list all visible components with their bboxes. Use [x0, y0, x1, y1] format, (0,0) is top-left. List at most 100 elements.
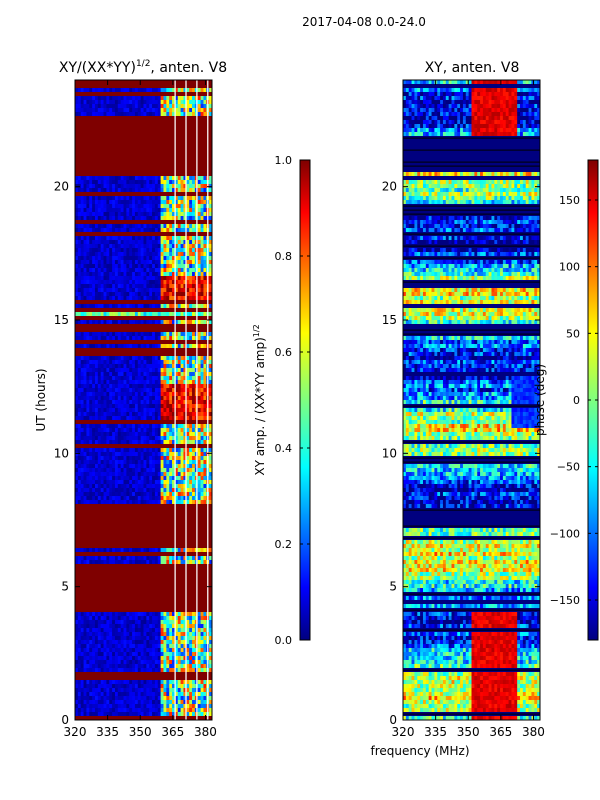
left-heatmap-cell — [169, 396, 173, 401]
left-heatmap-cell — [97, 712, 101, 717]
left-heatmap-cell — [203, 712, 207, 717]
left-heatmap-cell — [77, 228, 82, 233]
left-heatmap-cell — [114, 704, 119, 709]
left-heatmap-cell — [166, 264, 170, 269]
left-heatmap-cell — [160, 492, 164, 497]
left-heatmap-cell — [126, 468, 130, 473]
left-heatmap-cell — [149, 452, 153, 457]
left-heatmap-cell — [92, 180, 96, 185]
left-heatmap-cell — [75, 292, 79, 297]
left-heatmap-cell — [197, 304, 201, 309]
left-heatmap-cell — [183, 624, 187, 629]
left-heatmap-cell — [86, 280, 90, 285]
left-heatmap-cell — [192, 88, 196, 93]
left-heatmap-cell — [166, 196, 170, 201]
left-heatmap-cell — [97, 692, 101, 697]
left-heatmap-cell — [157, 380, 161, 385]
left-heatmap-cell — [97, 488, 101, 493]
left-heatmap-cell — [143, 500, 147, 505]
left-heatmap-cell — [80, 188, 84, 193]
left-heatmap-cell — [183, 680, 187, 685]
left-heatmap-cell — [177, 664, 181, 669]
left-heatmap-cell — [75, 364, 79, 369]
left-heatmap-cell — [86, 692, 90, 697]
left-heatmap-cell — [109, 280, 113, 285]
left-heatmap-cell — [114, 468, 119, 473]
left-heatmap-cell — [163, 408, 167, 413]
left-heatmap-cell — [94, 244, 99, 249]
left-colorbar-ticks: 0.00.20.40.60.81.0 — [275, 154, 310, 647]
left-heatmap-cell — [103, 204, 107, 209]
left-heatmap-cell — [137, 180, 141, 185]
left-heatmap-cell — [75, 716, 212, 720]
left-heatmap-cell — [109, 272, 113, 277]
left-heatmap-cell — [109, 112, 113, 117]
left-heatmap-cell — [103, 284, 107, 289]
left-heatmap-cell — [106, 668, 110, 673]
left-heatmap-cell — [172, 208, 176, 213]
left-heatmap-cell — [174, 428, 179, 433]
left-heatmap-cell — [154, 492, 159, 497]
left-heatmap-cell — [80, 612, 84, 617]
left-heatmap-cell — [106, 640, 110, 645]
left-heatmap-cell — [152, 556, 156, 561]
left-heatmap-cell — [129, 688, 133, 693]
left-heatmap-cell — [189, 424, 193, 429]
left-heatmap-cell — [117, 252, 121, 257]
left-heatmap-cell — [112, 616, 116, 621]
left-heatmap-cell — [180, 488, 184, 493]
left-heatmap-cell — [152, 208, 156, 213]
left-heatmap-cell — [126, 472, 130, 477]
left-heatmap-cell — [75, 336, 79, 341]
left-heatmap-cell — [126, 484, 130, 489]
left-heatmap-cell — [163, 692, 167, 697]
left-heatmap-cell — [80, 644, 84, 649]
left-heatmap-cell — [106, 436, 110, 441]
left-heatmap-cell — [160, 688, 164, 693]
left-heatmap-cell — [189, 108, 193, 113]
left-heatmap-cell — [189, 432, 193, 437]
left-heatmap-cell — [75, 692, 79, 697]
left-heatmap-cell — [203, 644, 207, 649]
left-heatmap-cell — [172, 432, 176, 437]
left-heatmap-cell — [123, 292, 127, 297]
left-heatmap-cell — [192, 668, 196, 673]
left-heatmap-cell — [197, 368, 201, 373]
left-heatmap-cell — [120, 560, 124, 565]
left-heatmap-cell — [97, 612, 101, 617]
left-heatmap-cell — [200, 260, 204, 265]
left-heatmap-cell — [140, 500, 144, 505]
left-heatmap-cell — [143, 712, 147, 717]
left-chart-title: XY/(XX*YY)1/2, anten. V8 — [59, 59, 227, 76]
left-heatmap-cell — [75, 520, 212, 525]
left-heatmap-cell — [83, 364, 87, 369]
left-heatmap-cell — [100, 272, 104, 277]
left-heatmap-cell — [117, 680, 121, 685]
left-heatmap-cell — [134, 612, 139, 617]
left-heatmap-cell — [94, 272, 99, 277]
left-heatmap-cell — [143, 476, 147, 481]
left-heatmap-cell — [86, 456, 90, 461]
left-heatmap-cell — [129, 204, 133, 209]
left-heatmap-cell — [109, 336, 113, 341]
left-heatmap-cell — [100, 680, 104, 685]
left-heatmap-cell — [200, 184, 204, 189]
left-heatmap-cell — [92, 336, 96, 341]
left-heatmap-cell — [183, 424, 187, 429]
left-heatmap-cell — [169, 256, 173, 261]
left-heatmap-cell — [123, 196, 127, 201]
left-heatmap-cell — [94, 216, 99, 221]
left-heatmap-cell — [132, 104, 136, 109]
left-heatmap-cell — [112, 268, 116, 273]
left-heatmap-cell — [189, 632, 193, 637]
left-heatmap-cell — [154, 96, 159, 101]
left-heatmap-cell — [197, 312, 201, 317]
left-heatmap-cell — [114, 260, 119, 265]
left-heatmap-cell — [152, 680, 156, 685]
left-heatmap-cell — [186, 260, 190, 265]
left-heatmap-cell — [157, 392, 161, 397]
left-heatmap-cell — [186, 684, 190, 689]
left-heatmap-cell — [126, 364, 130, 369]
left-heatmap-cell — [100, 664, 104, 669]
left-heatmap-cell — [166, 612, 170, 617]
